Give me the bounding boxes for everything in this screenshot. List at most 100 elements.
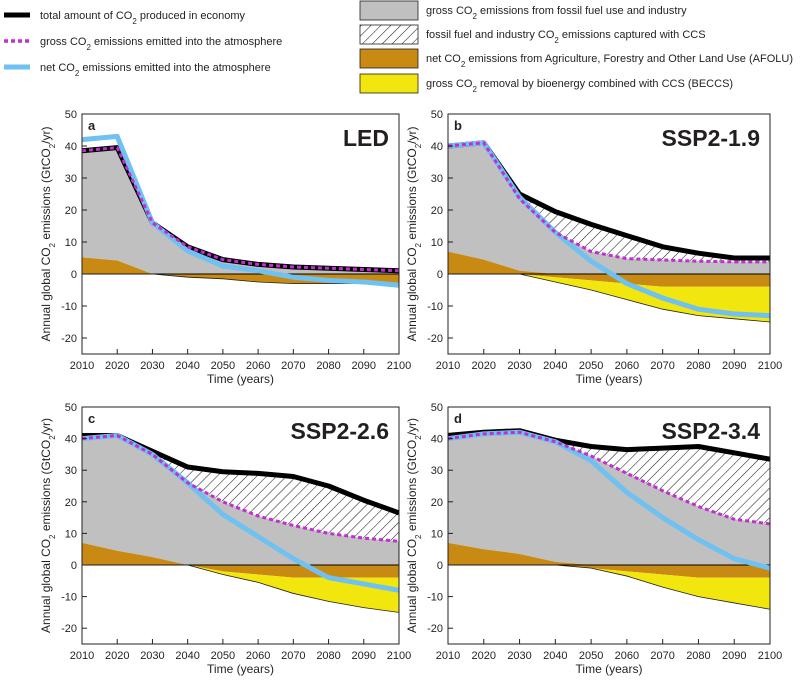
area-afolu-positive-c [82,542,399,565]
xtick-label: 2050 [211,360,235,372]
yaxis-label: Annual global CO2 emissions (GtCO2/yr) [405,418,423,633]
panel-title: SSP2-3.4 [662,418,761,444]
ytick-label: 20 [65,205,77,217]
legend-item-net: net CO2 emissions emitted into the atmos… [4,62,271,78]
xtick-label: 2080 [316,360,340,372]
ytick-label: 50 [431,109,443,121]
legend-label-ccs: fossil fuel and industry CO2 emissions c… [426,29,706,45]
area-fossil-b [448,142,770,274]
legend: total amount of CO2 produced in economy g… [4,0,793,94]
plot-area-d [448,428,770,610]
panel-title: SSP2-2.6 [291,418,389,444]
ytick-label: 0 [437,560,443,572]
ytick-label: -10 [427,301,443,313]
xtick-label: 2050 [211,650,235,662]
xtick-label: 2040 [175,360,199,372]
legend-swatch-ccs [359,24,419,45]
xaxis-label: Time (years) [207,662,274,676]
line-gross-b [448,141,770,264]
ytick-label: 10 [431,237,443,249]
xtick-label: 2090 [352,650,376,662]
frame-c [81,406,400,645]
area-fossil-a [82,147,399,274]
ytick-label: 10 [431,528,443,540]
xtick-label: 2080 [316,650,340,662]
xtick-label: 2040 [543,360,567,372]
xtick-label: 2090 [722,360,746,372]
xtick-label: 2010 [70,650,94,662]
xtick-label: 2020 [472,650,496,662]
xtick-label: 2030 [140,650,164,662]
ytick-label: 10 [65,528,77,540]
panel-letter: c [88,411,95,426]
ytick-label: -20 [427,623,443,635]
xtick-label: 2070 [281,360,305,372]
xaxis-label: Time (years) [576,372,643,386]
panel-letter: b [454,118,462,133]
xtick-label: 2010 [70,360,94,372]
area-afolu-negative-b [448,274,770,287]
frame-a [81,113,400,355]
area-afolu-positive-b [448,251,770,274]
ytick-label: -20 [61,333,77,345]
legend-swatch-beccs [359,73,419,94]
xtick-label: 2090 [352,360,376,372]
panel-letter: a [88,118,96,133]
xtick-label: 2070 [650,360,674,372]
line-gross-c [82,433,399,543]
xtick-label: 2040 [175,650,199,662]
xtick-label: 2070 [650,650,674,662]
line-net-b [448,140,770,319]
ytick-label: -10 [61,592,77,604]
xtick-label: 2030 [507,650,531,662]
legend-label-beccs: gross CO2 removal by bioenergy combined … [426,78,733,94]
legend-swatch-fossil [359,0,419,21]
legend-item-ccs: fossil fuel and industry CO2 emissions c… [359,24,706,45]
xtick-label: 2100 [758,360,782,372]
ytick-label: 50 [65,109,77,121]
ytick-label: 30 [431,173,443,185]
legend-label-gross: gross CO2 emissions emitted into the atm… [40,36,282,52]
ytick-label: 20 [431,205,443,217]
legend-label-net: net CO2 emissions emitted into the atmos… [40,62,271,78]
area-beccs-c [82,565,399,613]
ytick-label: 0 [71,269,77,281]
legend-item-total: total amount of CO2 produced in economy [4,10,246,26]
ytick-label: -10 [427,592,443,604]
plot-area-a [82,133,399,288]
ytick-label: 50 [431,402,443,414]
line-net-d [448,429,770,571]
xtick-label: 2060 [615,360,639,372]
xtick-label: 2010 [436,360,460,372]
xtick-label: 2010 [436,650,460,662]
xtick-label: 2040 [543,650,567,662]
ytick-label: 20 [431,497,443,509]
line-net-a [82,133,399,288]
xtick-label: 2030 [507,360,531,372]
xtick-label: 2020 [105,360,129,372]
legend-item-beccs: gross CO2 removal by bioenergy combined … [359,73,733,94]
ytick-label: 30 [65,465,77,477]
legend-label-total: total amount of CO2 produced in economy [40,10,246,26]
line-beccs-edge-d [448,564,770,610]
ytick-label: 30 [431,465,443,477]
xtick-label: 2080 [686,650,710,662]
xtick-label: 2020 [105,650,129,662]
ytick-label: -20 [427,333,443,345]
frame-d [447,406,771,645]
plot-area-c [82,432,399,613]
ytick-label: 0 [71,560,77,572]
xtick-label: 2060 [246,360,270,372]
legend-label-afolu: net CO2 emissions from Agriculture, Fore… [426,53,793,69]
area-afolu-positive-d [448,542,770,565]
xtick-label: 2100 [387,650,411,662]
line-net-c [82,432,399,593]
legend-item-fossil: gross CO2 emissions from fossil fuel use… [359,0,687,21]
yaxis-label: Annual global CO2 emissions (GtCO2/yr) [39,418,57,633]
ytick-label: 50 [65,402,77,414]
yaxis-label: Annual global CO2 emissions (GtCO2/yr) [405,127,423,342]
line-beccs-edge-c [82,564,399,613]
